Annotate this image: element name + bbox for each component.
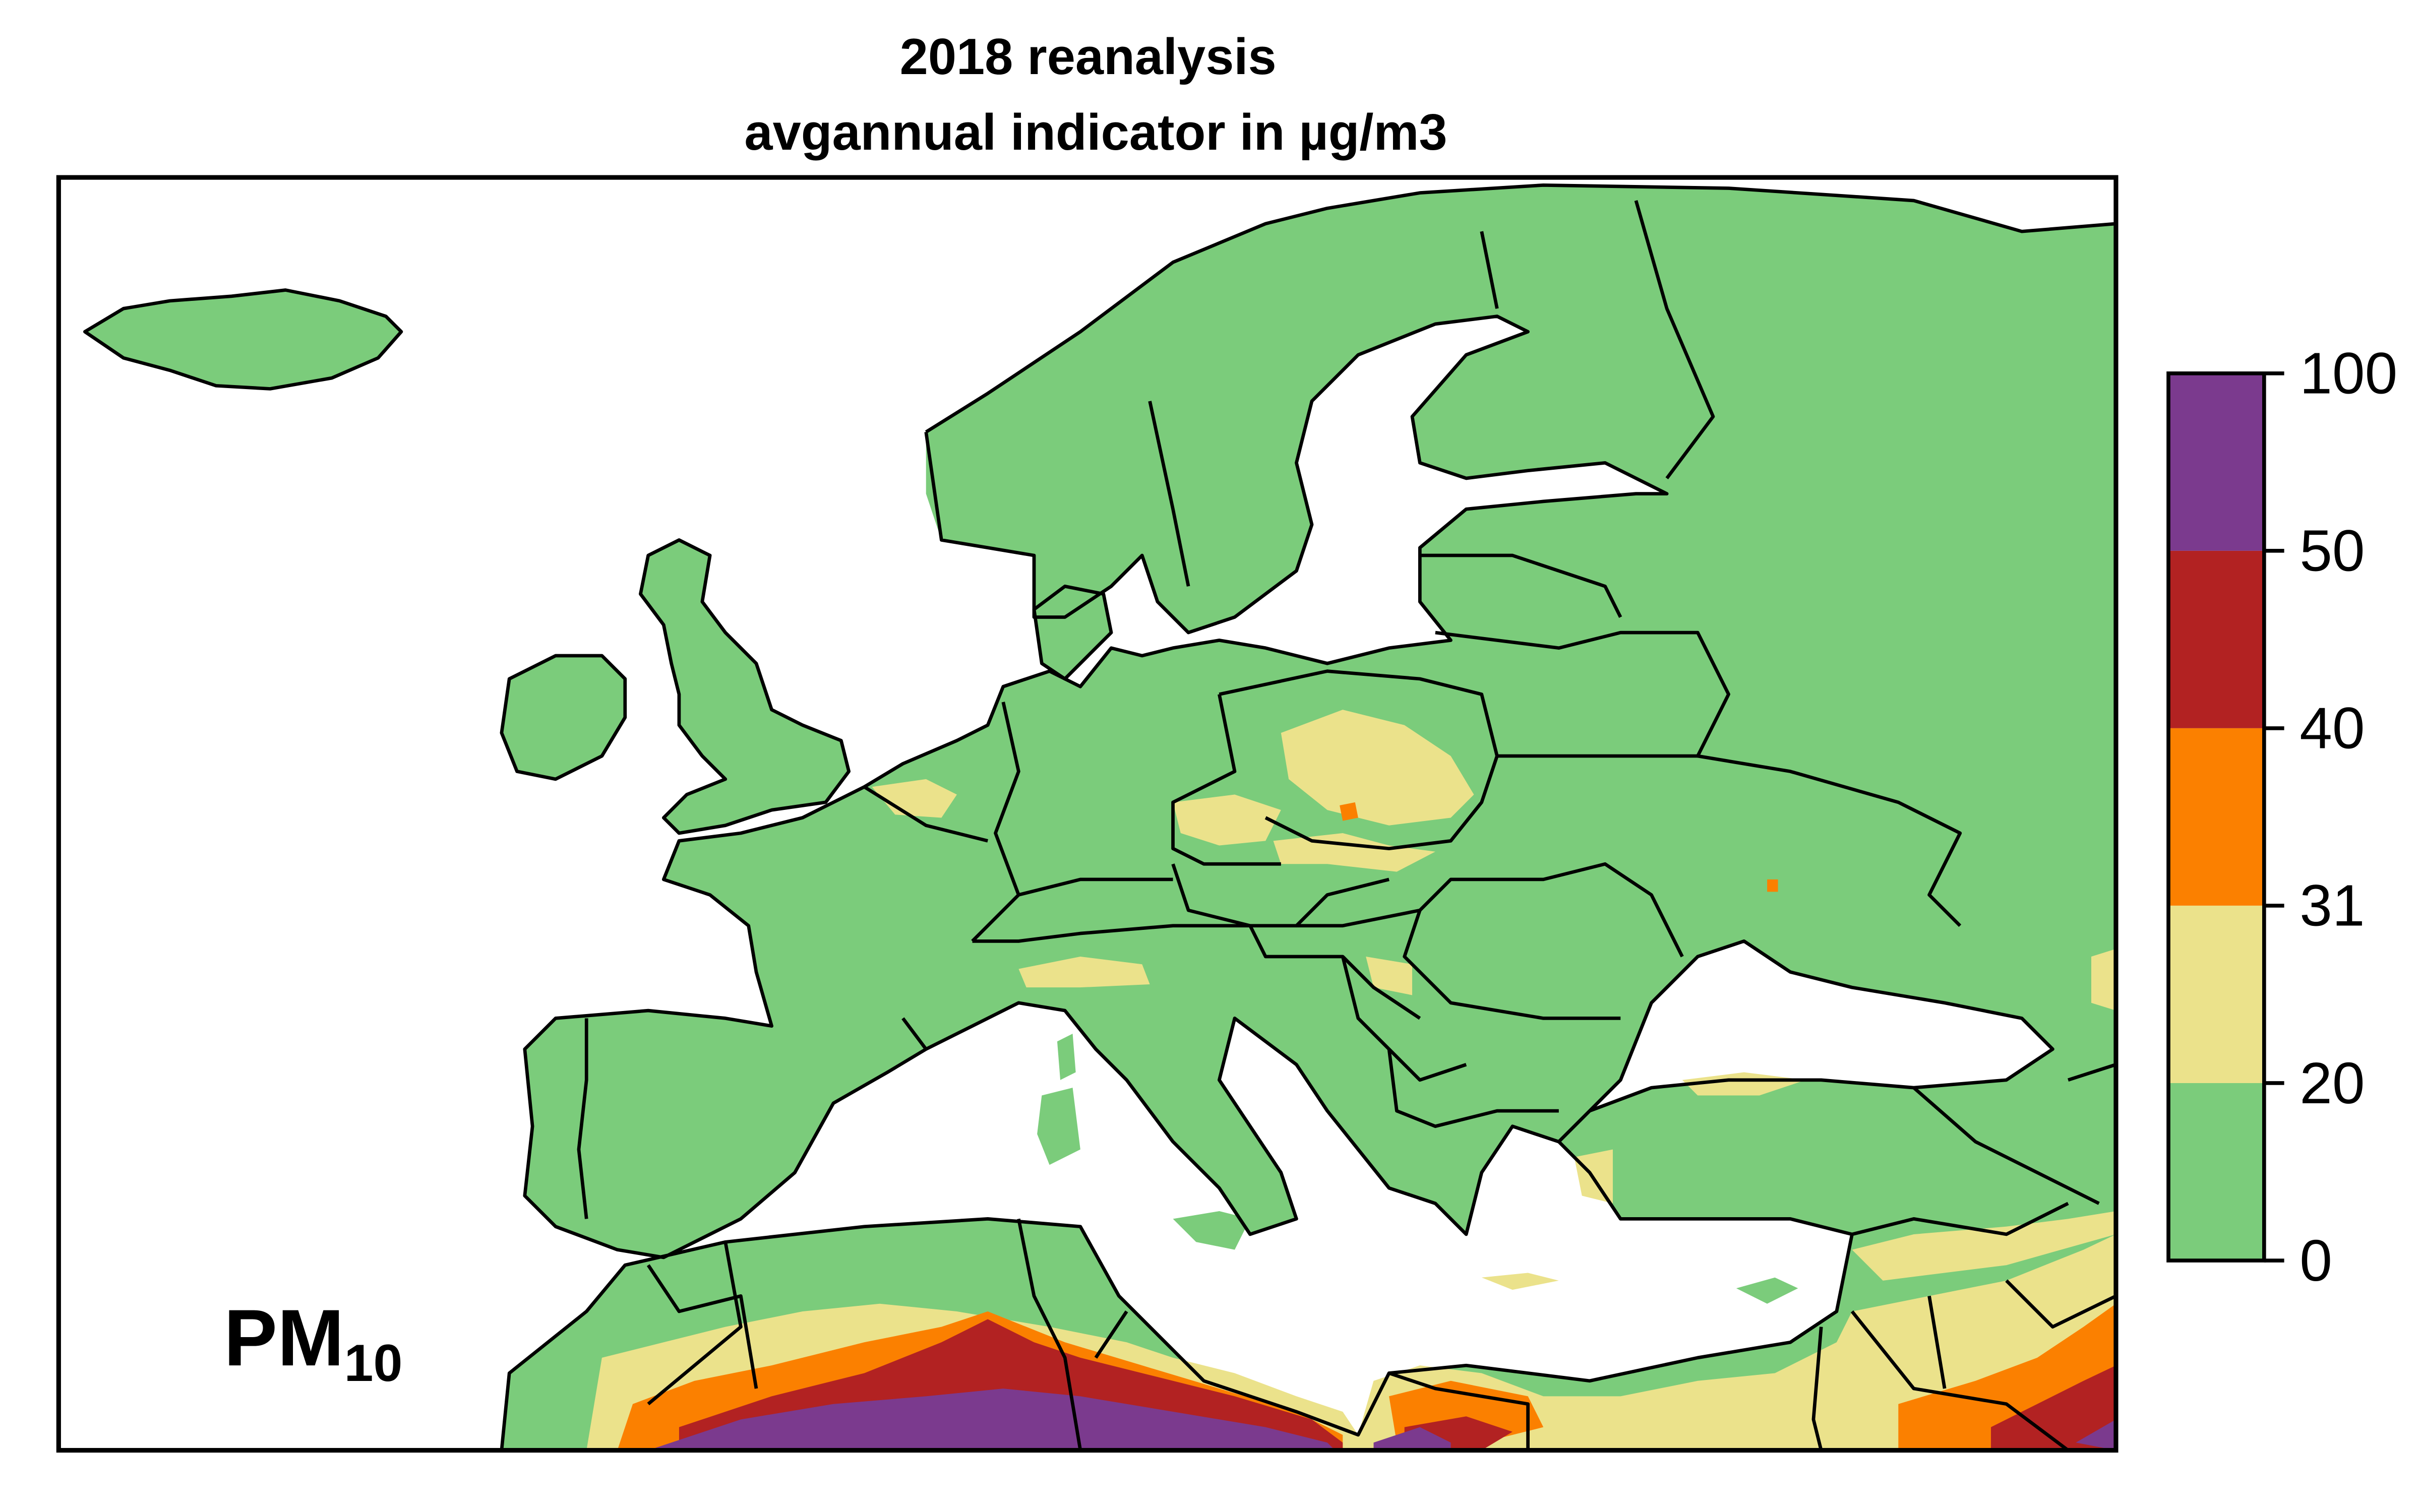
class-50-100-areas (648, 1389, 2116, 1451)
legend-tick-labels: 0 20 31 40 50 100 (2300, 341, 2397, 1293)
map-panel (58, 177, 2116, 1451)
pollutant-subscript: 10 (344, 1334, 403, 1393)
legend-label-40: 40 (2300, 696, 2365, 761)
map-title-line-1: 2018 reanalysis (900, 29, 1277, 85)
land-great-britain (640, 540, 849, 834)
land-corsica (1057, 1034, 1076, 1080)
map-title-line-2: avgannual indicator in µg/m3 (744, 104, 1447, 161)
land-iceland (85, 290, 401, 389)
land-cyprus (1736, 1277, 1798, 1304)
land-crete (1481, 1273, 1559, 1290)
legend-swatch-0-20 (2168, 1083, 2264, 1261)
legend-frame (2166, 371, 2266, 1263)
land-sicily (1173, 1211, 1250, 1250)
legend-swatch-20-31 (2168, 905, 2264, 1083)
pollutant-name: PM (224, 1293, 344, 1382)
legend-swatch-40-50 (2168, 550, 2264, 728)
legend-label-0: 0 (2300, 1228, 2332, 1293)
map-frame (56, 175, 2119, 1453)
pollutant-label: PM10 (224, 1293, 403, 1393)
legend-swatch-50-100 (2168, 373, 2264, 551)
legend-label-50: 50 (2300, 518, 2365, 584)
legend-label-31: 31 (2300, 873, 2365, 938)
land-denmark (1034, 586, 1112, 679)
land-ireland (501, 656, 625, 779)
land-sardinia (1037, 1088, 1080, 1165)
legend-label-20: 20 (2300, 1050, 2365, 1116)
color-legend: 0 20 31 40 50 100 (2166, 341, 2397, 1293)
legend-swatch-31-40 (2168, 728, 2264, 906)
legend-ticks (2264, 371, 2284, 1263)
legend-label-100: 100 (2300, 341, 2397, 406)
country-borders (83, 183, 2116, 1451)
land-mainland (501, 185, 2116, 1451)
